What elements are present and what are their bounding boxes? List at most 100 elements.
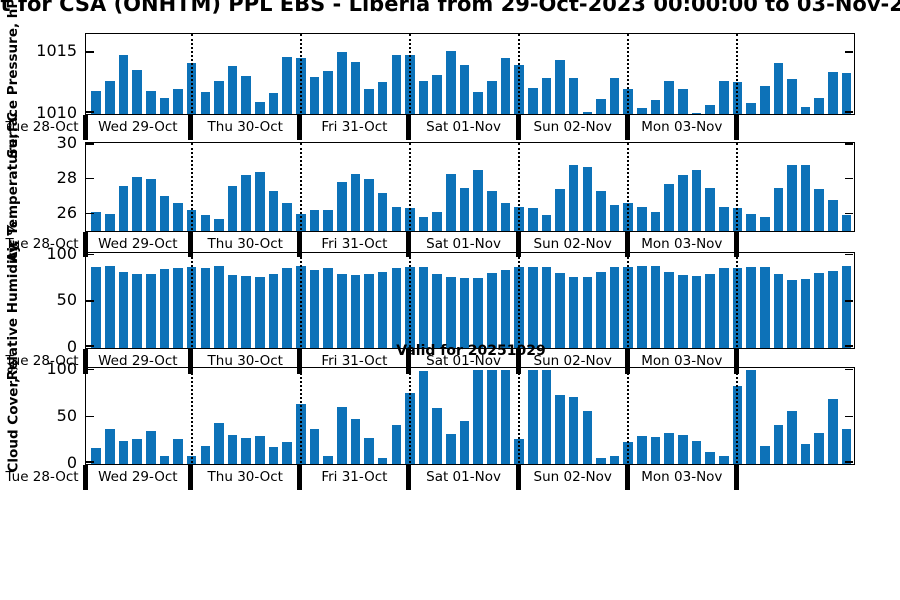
bar	[336, 406, 347, 464]
bar	[91, 211, 101, 231]
bar	[800, 164, 811, 231]
bar	[459, 278, 470, 348]
bar	[336, 274, 347, 348]
y-tick-mark	[845, 253, 853, 256]
bar	[268, 190, 279, 231]
bar	[159, 97, 170, 114]
bar	[350, 62, 361, 114]
bar	[800, 106, 811, 114]
bar	[227, 434, 238, 464]
bar	[459, 64, 470, 114]
day-boundary-tick	[297, 465, 303, 490]
y-tick-label: 1010	[36, 103, 77, 122]
bar	[391, 54, 402, 114]
day-boundary-tick	[188, 349, 194, 374]
temperature-ylabel: Air Temperature, °C	[0, 112, 28, 262]
bar	[473, 170, 483, 231]
bar	[255, 277, 265, 348]
y-tick-mark	[845, 212, 853, 215]
bar	[473, 91, 483, 114]
bar	[828, 399, 838, 464]
day-boundary-tick	[406, 115, 412, 140]
bar	[241, 276, 252, 348]
bar	[323, 210, 333, 231]
bar	[105, 429, 115, 464]
bar	[664, 432, 674, 464]
bar	[596, 271, 606, 348]
y-tick-mark	[845, 143, 853, 145]
bar	[555, 272, 565, 348]
day-boundary-tick	[406, 232, 412, 257]
day-boundary-gridline	[736, 368, 739, 463]
bar	[773, 424, 784, 464]
y-tick-mark	[845, 111, 853, 113]
day-boundary-tick	[624, 115, 630, 140]
day-label: Fri 31-Oct	[321, 353, 388, 369]
y-tick-mark	[86, 253, 94, 256]
bar	[91, 448, 101, 464]
bar	[200, 446, 211, 464]
day-label: Wed 29-Oct	[98, 469, 178, 485]
bar	[582, 111, 593, 114]
bar	[145, 431, 156, 464]
day-boundary-tick	[406, 349, 412, 374]
bar	[432, 407, 443, 464]
bar	[418, 80, 429, 114]
bar	[473, 278, 483, 348]
day-label: Mon 03-Nov	[641, 353, 723, 369]
bar	[678, 275, 688, 348]
bar	[159, 456, 170, 464]
bar	[609, 267, 620, 348]
bar	[609, 204, 620, 231]
bar	[718, 456, 729, 464]
y-tick-mark	[86, 345, 94, 347]
y-tick-mark	[86, 177, 94, 180]
bar	[759, 217, 770, 231]
day-label: Thu 30-Oct	[207, 353, 283, 369]
bar	[487, 80, 497, 114]
y-tick-mark	[845, 345, 853, 347]
bar	[678, 434, 688, 464]
day-boundary-gridline	[299, 143, 302, 230]
day-boundary-gridline	[408, 143, 411, 230]
day-label: Fri 31-Oct	[321, 236, 388, 252]
day-boundary-tick	[733, 349, 739, 374]
bar	[759, 267, 770, 348]
bar	[814, 97, 825, 114]
pressure-ylabel: Surface Pressure, hPa	[0, 0, 28, 158]
bar	[446, 173, 456, 231]
bar	[159, 268, 170, 348]
bar	[828, 199, 838, 231]
bar	[145, 178, 156, 231]
day-boundary-tick	[515, 465, 521, 490]
y-tick-label: 50	[56, 405, 77, 425]
bar	[500, 269, 511, 348]
bar	[268, 93, 279, 114]
bar	[787, 280, 797, 348]
bar	[759, 446, 770, 464]
bar	[446, 51, 456, 114]
day-boundary-gridline	[518, 368, 521, 463]
day-label: Sun 02-Nov	[533, 119, 612, 135]
bar	[227, 185, 238, 231]
bar	[555, 189, 565, 231]
day-boundary-tick	[733, 232, 739, 257]
day-label: Fri 31-Oct	[321, 119, 388, 135]
y-tick-mark	[86, 111, 94, 113]
day-boundary-tick	[297, 232, 303, 257]
bar	[650, 100, 661, 114]
y-tick-label: 50	[56, 290, 77, 310]
bar	[746, 213, 756, 231]
y-tick-mark	[845, 300, 853, 302]
day-boundary-tick	[733, 465, 739, 490]
y-tick-mark	[845, 177, 853, 180]
day-boundary-tick	[406, 465, 412, 490]
humidity-panel	[85, 252, 855, 349]
day-label: Thu 30-Oct	[207, 236, 283, 252]
bar	[541, 267, 552, 348]
bar	[568, 78, 579, 114]
bar	[664, 184, 674, 231]
bar	[309, 269, 320, 348]
y-tick-mark	[86, 51, 94, 53]
bar	[432, 274, 443, 348]
